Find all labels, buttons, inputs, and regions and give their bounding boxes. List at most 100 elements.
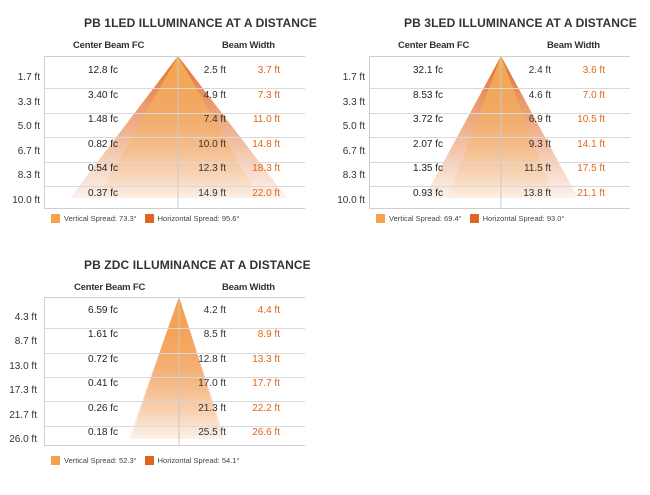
beam-width-header: Beam Width [547,40,600,51]
legend-horizontal: Horizontal Spread: 54.1° [144,456,240,465]
center-beam-header: Center Beam FC [74,282,146,293]
beam-width-vertical: 12.8 ft [198,353,226,365]
legend-horizontal: Horizontal Spread: 93.0° [469,214,565,223]
legend-vertical-label: Vertical Spread: 73.3° [64,214,137,223]
beam-width-vertical: 6.9 ft [528,114,551,125]
beam-width-horizontal: 22.0 ft [252,187,280,199]
beam-width-vertical: 21.3 ft [198,402,226,414]
legend-vertical-label: Vertical Spread: 52.3° [64,456,137,465]
beam-width-horizontal: 3.6 ft [582,65,605,76]
legend: Vertical Spread: 52.3° Horizontal Spread… [51,456,247,465]
distance-label: 17.3 ft [9,385,37,397]
vertical-swatch [376,214,385,223]
distance-label: 3.3 ft [342,96,365,108]
row-divider [45,137,305,138]
distance-label: 5.0 ft [17,121,40,132]
row-divider [45,186,305,187]
beam-width-horizontal: 17.5 ft [577,163,605,174]
center-beam-value: 1.61 fc [87,329,119,341]
beam-width-vertical: 14.9 ft [198,187,226,199]
beam-width-vertical: 13.8 ft [523,187,551,199]
distance-label: 10.0 ft [12,194,40,206]
center-beam-value: 2.07 fc [412,138,444,150]
beam-width-horizontal: 7.3 ft [257,89,280,101]
beam-width-horizontal: 8.9 ft [257,329,280,341]
legend-horizontal-label: Horizontal Spread: 93.0° [482,214,565,223]
distance-label: 10.0 ft [337,194,365,206]
legend-vertical: Vertical Spread: 73.3° [51,214,137,223]
distance-label: 6.7 ft [17,145,40,157]
beam-width-vertical: 10.0 ft [198,138,226,150]
legend-vertical-label: Vertical Spread: 69.4° [389,214,462,223]
distance-label: 8.3 ft [17,170,40,181]
beam-width-horizontal: 10.5 ft [577,114,605,125]
row-divider [45,328,305,329]
distance-label: 6.7 ft [342,145,365,157]
center-beam-value: 1.48 fc [87,114,119,125]
beam-width-vertical: 4.6 ft [528,89,551,101]
beam-width-header: Beam Width [222,40,275,51]
row-divider [370,56,630,57]
row-divider [45,88,305,89]
grid-box [44,56,305,209]
center-beam-value: 32.1 fc [412,65,444,76]
beam-width-vertical: 12.3 ft [198,163,226,174]
vertical-swatch [51,214,60,223]
panel-title: PB ZDC ILLUMINANCE AT A DISTANCE [84,258,311,272]
center-beam-value: 1.35 fc [412,163,444,174]
beam-width-horizontal: 7.0 ft [582,89,605,101]
center-beam-value: 0.26 fc [87,402,119,414]
beam-width-vertical: 7.4 ft [203,114,226,125]
legend: Vertical Spread: 69.4° Horizontal Spread… [376,214,572,223]
beam-width-vertical: 17.0 ft [198,378,226,390]
beam-width-horizontal: 13.3 ft [252,353,280,365]
beam-width-horizontal: 3.7 ft [257,65,280,76]
legend-horizontal-label: Horizontal Spread: 95.6° [157,214,240,223]
horizontal-swatch [469,214,479,223]
row-divider [370,113,630,114]
legend-horizontal: Horizontal Spread: 95.6° [144,214,240,223]
horizontal-swatch [144,214,154,223]
row-divider [370,137,630,138]
distance-label: 13.0 ft [9,360,37,372]
legend-horizontal-label: Horizontal Spread: 54.1° [157,456,240,465]
beam-width-horizontal: 21.1 ft [577,187,605,199]
grid-box [369,56,630,209]
beam-width-vertical: 11.5 ft [523,163,551,174]
panel-zdc: PB ZDC ILLUMINANCE AT A DISTANCE Center … [0,250,320,495]
distance-label: 1.7 ft [17,72,40,83]
beam-width-horizontal: 17.7 ft [252,378,280,390]
row-divider [370,88,630,89]
center-beam-value: 12.8 fc [87,65,119,76]
row-divider [45,426,305,427]
beam-width-horizontal: 26.6 ft [252,427,280,438]
center-beam-header: Center Beam FC [398,40,470,51]
row-divider [45,162,305,163]
center-beam-value: 0.54 fc [87,163,119,174]
center-beam-value: 0.41 fc [87,378,119,390]
row-divider [45,401,305,402]
beam-width-horizontal: 18.3 ft [252,163,280,174]
center-beam-value: 0.18 fc [87,427,119,438]
row-divider [45,56,305,57]
beam-width-horizontal: 14.8 ft [252,138,280,150]
center-beam-value: 0.72 fc [87,353,119,365]
distance-label: 26.0 ft [9,434,37,445]
center-beam-value: 0.37 fc [87,187,119,199]
center-beam-value: 8.53 fc [412,89,444,101]
beam-width-header: Beam Width [222,282,275,293]
beam-width-vertical: 25.5 ft [198,427,226,438]
row-divider [45,113,305,114]
legend-vertical: Vertical Spread: 52.3° [51,456,137,465]
row-divider [45,353,305,354]
beam-width-horizontal: 4.4 ft [257,305,280,316]
distance-label: 21.7 ft [9,409,37,421]
beam-width-vertical: 2.5 ft [203,65,226,76]
beam-width-vertical: 2.4 ft [528,65,551,76]
vertical-spread-cone [131,297,223,439]
distance-label: 4.3 ft [14,312,37,323]
legend-vertical: Vertical Spread: 69.4° [376,214,462,223]
vertical-swatch [51,456,60,465]
horizontal-swatch [144,456,154,465]
distance-label: 3.3 ft [17,96,40,108]
